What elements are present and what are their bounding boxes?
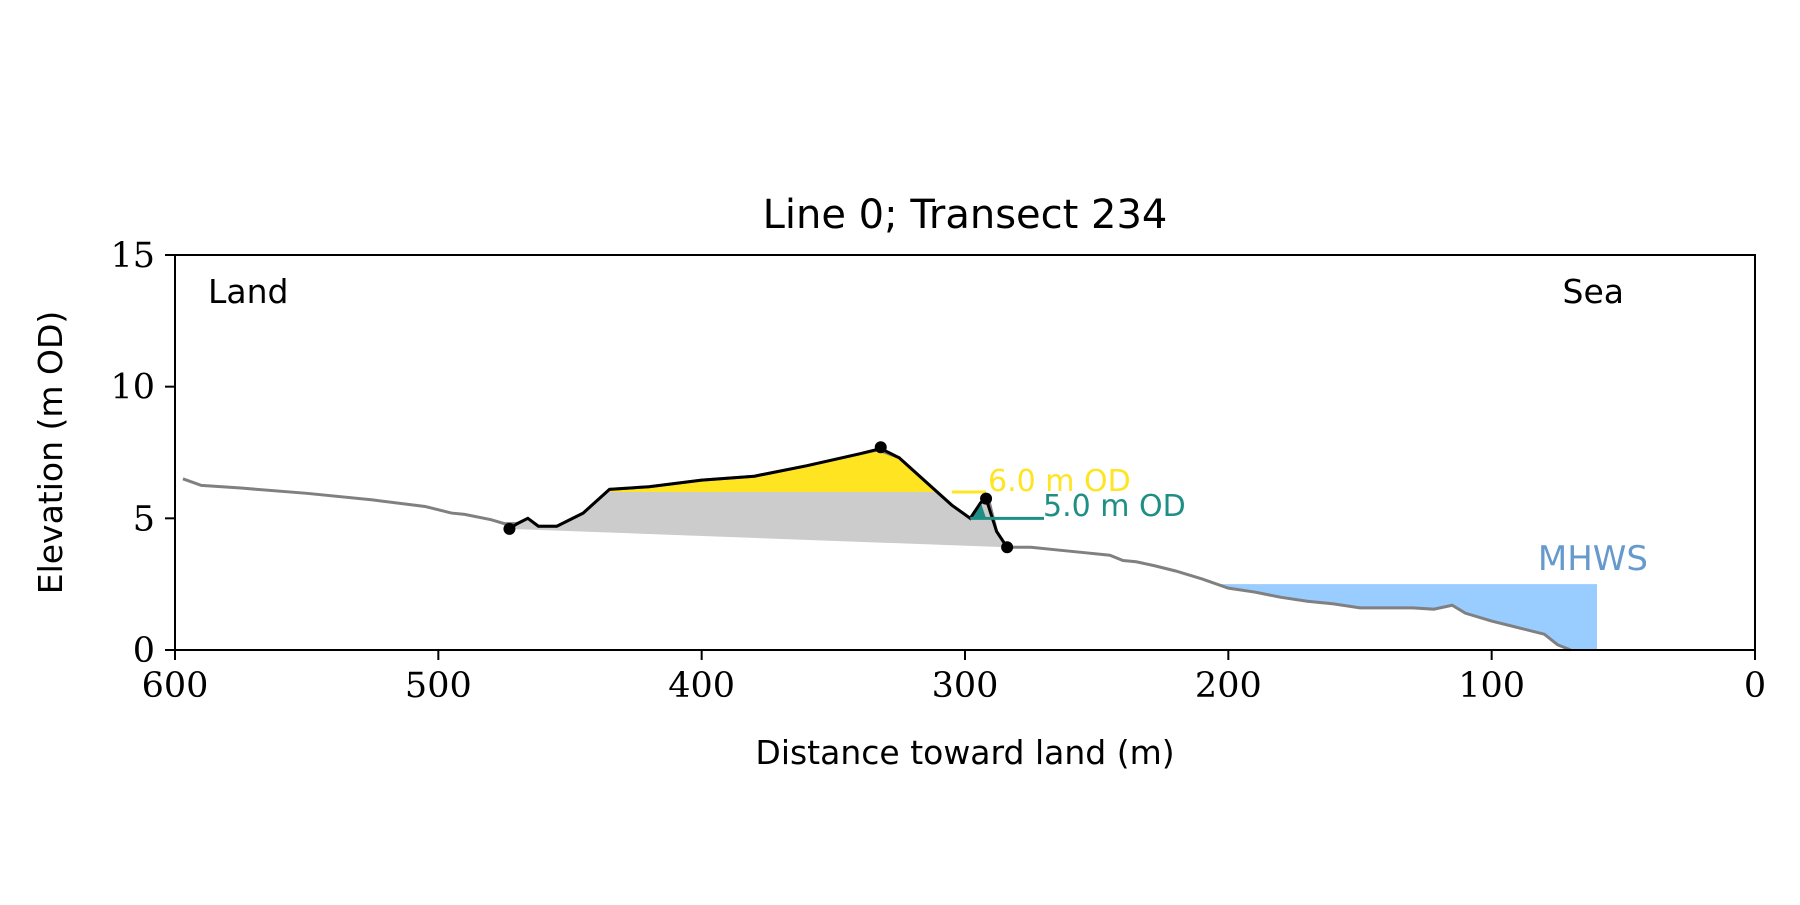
- y-tick-label-15: 15: [110, 236, 155, 276]
- x-tick-label-200: 200: [1195, 666, 1262, 706]
- mhws-fill: [1215, 584, 1597, 650]
- chart-title: Line 0; Transect 234: [763, 192, 1168, 238]
- x-tick-label-300: 300: [932, 666, 999, 706]
- x-axis-label: Distance toward land (m): [755, 733, 1174, 772]
- mhws-label: MHWS: [1538, 539, 1648, 579]
- x-tick-label-600: 600: [142, 666, 209, 706]
- above-6m-fill: [606, 448, 938, 492]
- y-tick-label-0: 0: [133, 631, 155, 671]
- dune-marker-0: [503, 522, 516, 535]
- x-tick-label-100: 100: [1458, 666, 1525, 706]
- y-axis-label: Elevation (m OD): [31, 311, 70, 595]
- y-tick-label-10: 10: [110, 368, 155, 408]
- dune-marker-1: [874, 441, 887, 454]
- dune-marker-2: [980, 492, 993, 505]
- sea-label: Sea: [1563, 272, 1624, 311]
- dune-line: [508, 446, 1009, 549]
- dune-marker-3: [1001, 541, 1014, 554]
- land-label: Land: [208, 272, 288, 311]
- y-tick-label-5: 5: [133, 499, 155, 539]
- level-6-label: 6.0 m OD: [988, 464, 1131, 499]
- x-tick-label-400: 400: [668, 666, 735, 706]
- x-tick-label-500: 500: [405, 666, 472, 706]
- dune-fill: [509, 448, 1008, 548]
- x-tick-label-0: 0: [1744, 666, 1766, 706]
- level-5-label: 5.0 m OD: [1043, 489, 1186, 524]
